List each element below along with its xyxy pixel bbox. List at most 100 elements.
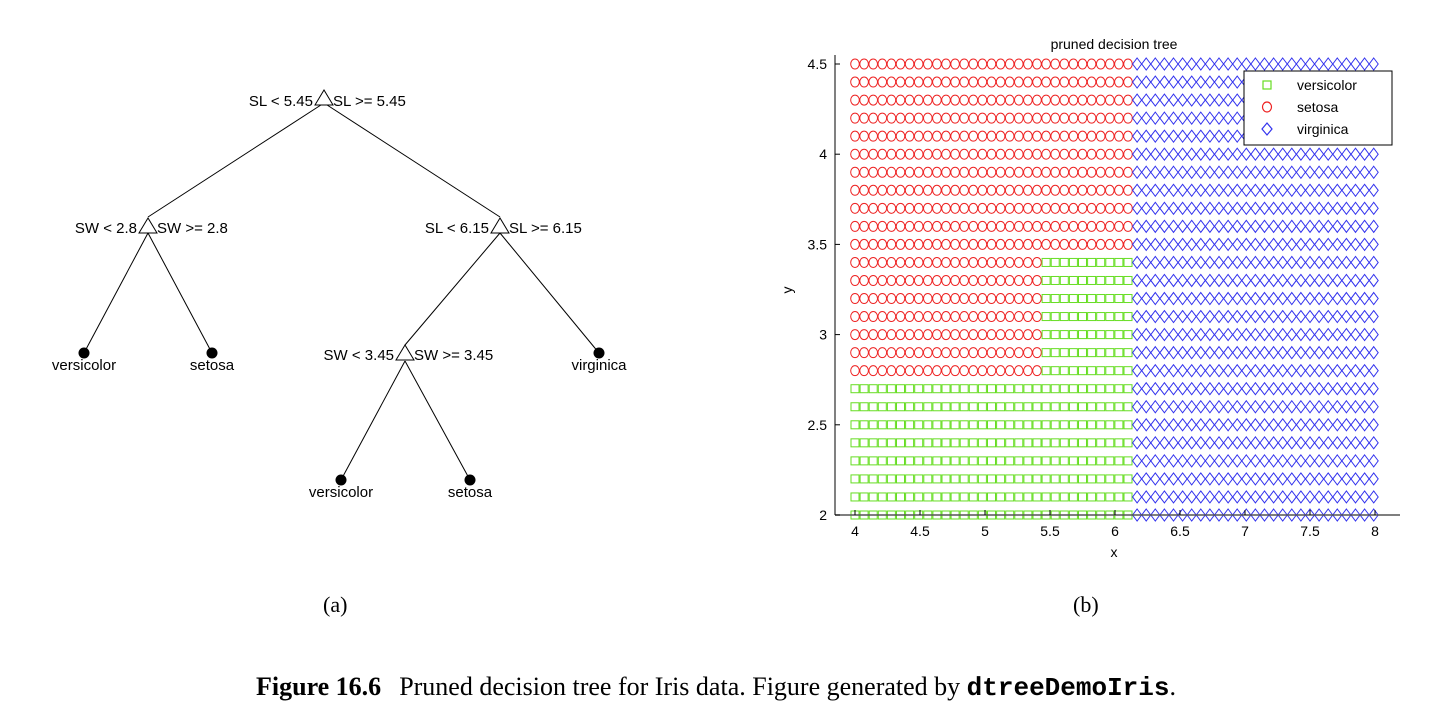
versicolor-point <box>950 420 960 430</box>
setosa-point <box>959 329 970 341</box>
virginica-point <box>1204 183 1216 198</box>
leaf-node-dot <box>206 347 218 359</box>
virginica-point <box>1186 291 1197 306</box>
y-tick-label: 4.5 <box>808 56 828 72</box>
virginica-point <box>1359 399 1370 414</box>
virginica-point <box>1359 490 1370 504</box>
virginica-point <box>1213 345 1225 360</box>
virginica-point <box>1141 165 1152 180</box>
setosa-point <box>986 202 997 214</box>
virginica-point <box>1186 111 1197 125</box>
versicolor-point <box>1123 474 1133 484</box>
virginica-point <box>1159 436 1170 450</box>
versicolor-point <box>1096 492 1106 502</box>
virginica-point <box>1323 472 1334 486</box>
versicolor-point <box>886 384 896 394</box>
virginica-point <box>1186 508 1197 522</box>
virginica-point <box>1168 165 1179 180</box>
virginica-point <box>1131 381 1143 396</box>
versicolor-point <box>1023 474 1033 484</box>
virginica-point <box>1259 345 1270 360</box>
virginica-point <box>1222 363 1234 378</box>
virginica-point <box>1359 327 1370 342</box>
setosa-point <box>904 220 915 232</box>
versicolor-point <box>923 474 933 484</box>
setosa-point <box>932 166 942 178</box>
virginica-point <box>1150 75 1161 89</box>
setosa-point <box>995 293 1006 305</box>
versicolor-point <box>959 438 969 448</box>
virginica-point <box>1232 490 1243 504</box>
versicolor-point <box>877 438 887 448</box>
virginica-point <box>1332 57 1343 71</box>
virginica-point <box>1186 327 1197 342</box>
virginica-point <box>1341 219 1352 234</box>
versicolor-point <box>1032 402 1042 412</box>
setosa-point <box>859 256 869 268</box>
virginica-point <box>1232 219 1243 234</box>
setosa-point <box>859 148 869 160</box>
legend-label: versicolor <box>1297 77 1357 93</box>
y-tick-label: 2 <box>819 507 827 523</box>
versicolor-point <box>1105 384 1115 394</box>
versicolor-point <box>868 384 878 394</box>
virginica-point <box>1268 309 1279 324</box>
setosa-point <box>986 256 997 268</box>
setosa-point <box>986 184 997 196</box>
virginica-point <box>1232 309 1243 324</box>
scatter-markers <box>850 57 1379 522</box>
virginica-point <box>1304 183 1316 198</box>
versicolor-point <box>1087 366 1097 376</box>
versicolor-point <box>968 474 978 484</box>
setosa-point <box>886 311 897 323</box>
setosa-point <box>923 148 933 160</box>
virginica-point <box>1150 309 1161 324</box>
versicolor-point <box>877 474 887 484</box>
setosa-point <box>1004 311 1015 323</box>
versicolor-point <box>1068 294 1078 304</box>
virginica-point <box>1268 472 1279 486</box>
versicolor-point <box>941 402 951 412</box>
setosa-point <box>1032 220 1042 232</box>
virginica-point <box>1341 183 1352 198</box>
virginica-point <box>1150 291 1161 306</box>
versicolor-point <box>859 420 869 430</box>
setosa-point <box>932 238 942 250</box>
virginica-point <box>1341 472 1352 486</box>
setosa-point <box>932 274 942 286</box>
virginica-point <box>1268 417 1279 432</box>
setosa-point <box>977 238 988 250</box>
setosa-point <box>1077 220 1088 232</box>
versicolor-point <box>932 438 942 448</box>
virginica-point <box>1131 237 1143 252</box>
setosa-point <box>895 130 906 142</box>
setosa-point <box>941 112 951 124</box>
virginica-point <box>1186 255 1197 270</box>
setosa-point <box>959 202 970 214</box>
setosa-point <box>995 58 1006 70</box>
virginica-point <box>1368 201 1379 216</box>
virginica-point <box>1177 381 1188 396</box>
virginica-point <box>1195 508 1206 522</box>
leaf-label: setosa <box>448 484 493 501</box>
setosa-point <box>904 58 915 70</box>
virginica-point <box>1332 309 1343 324</box>
setosa-point <box>1105 184 1115 196</box>
virginica-point <box>1286 255 1297 270</box>
setosa-point <box>941 274 951 286</box>
setosa-point <box>959 220 970 232</box>
virginica-point <box>1368 327 1379 342</box>
versicolor-point <box>1105 366 1115 376</box>
virginica-point <box>1295 508 1307 522</box>
virginica-point <box>1350 291 1361 306</box>
versicolor-point <box>1096 294 1106 304</box>
versicolor-point <box>1068 438 1078 448</box>
setosa-point <box>895 238 906 250</box>
y-tick-label: 3 <box>819 327 827 343</box>
versicolor-point <box>896 474 905 484</box>
versicolor-point <box>1123 330 1133 340</box>
setosa-point <box>1014 329 1024 341</box>
versicolor-point <box>1078 330 1087 340</box>
virginica-point <box>1295 363 1307 378</box>
setosa-point <box>1114 202 1124 214</box>
